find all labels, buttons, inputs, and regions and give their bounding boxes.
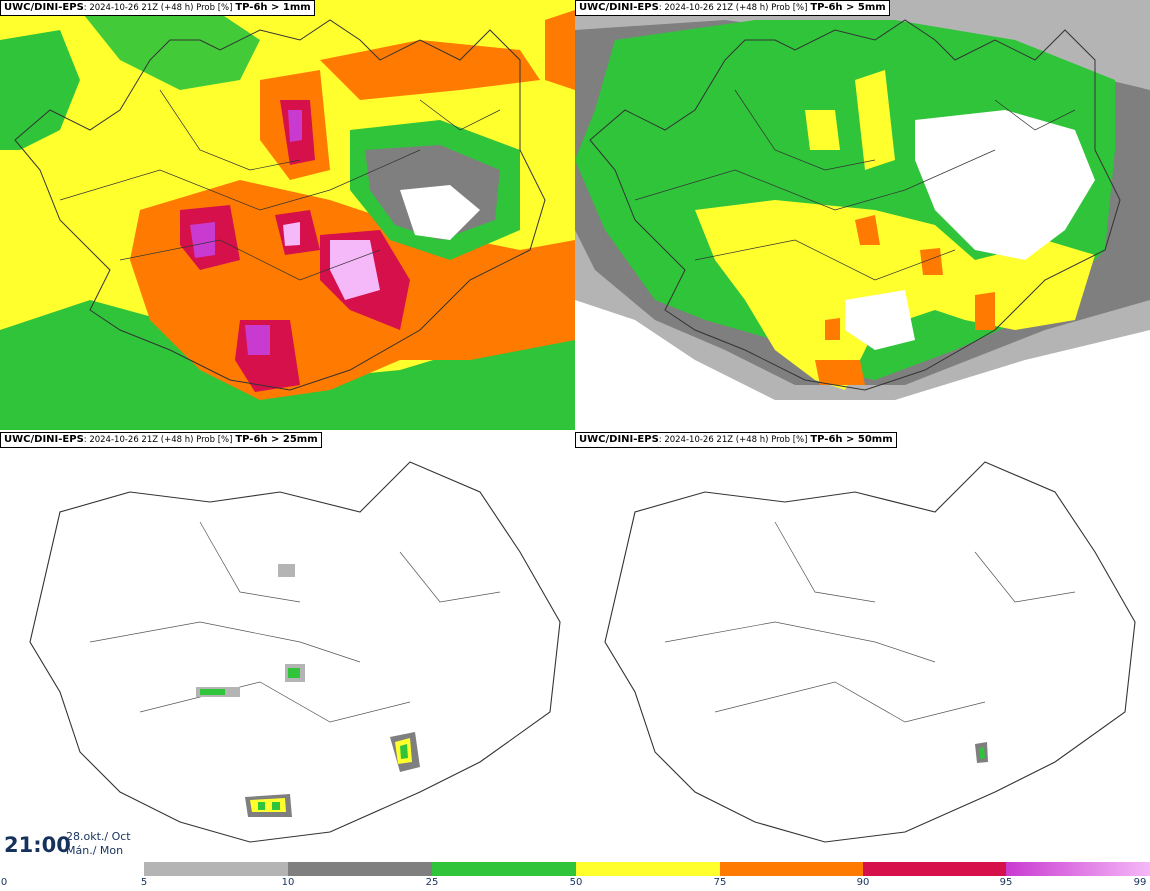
map-panel-1mm: UWC/DINI-EPS: 2024-10-26 21Z (+48 h) Pro… — [0, 0, 575, 430]
legend-tick-95: 95 — [999, 877, 1013, 888]
panel-meta: : 2024-10-26 21Z (+48 h) Prob [%] — [83, 3, 233, 13]
legend-tick-10: 10 — [281, 877, 295, 888]
legend-tick-75: 75 — [713, 877, 727, 888]
valid-time-hour: 21:00 — [4, 833, 71, 857]
map-panel-25mm: UWC/DINI-EPS: 2024-10-26 21Z (+48 h) Pro… — [0, 432, 575, 862]
probability-map-5mm — [575, 0, 1150, 430]
valid-time: 21:00 28.okt./ Oct Mán./ Mon — [0, 825, 140, 865]
panel-threshold: TP-6h > 1mm — [235, 2, 311, 13]
legend-tick-50: 50 — [569, 877, 583, 888]
panel-source: UWC/DINI-EPS — [579, 2, 659, 13]
legend-tick-99: 99 — [1133, 877, 1147, 888]
probability-map-50mm — [575, 432, 1150, 862]
legend-bin-95-99 — [1006, 862, 1150, 876]
probability-legend: 0 5 10 25 50 75 90 95 99 — [0, 862, 1150, 891]
panel-source: UWC/DINI-EPS — [4, 2, 84, 13]
panel-threshold: TP-6h > 50mm — [810, 434, 893, 445]
legend-bin-5-10 — [144, 862, 288, 876]
valid-date-line-2: Mán./ Mon — [66, 844, 124, 857]
legend-bin-90-95 — [863, 862, 1006, 876]
panel-threshold: TP-6h > 25mm — [235, 434, 318, 445]
map-panel-50mm: UWC/DINI-EPS: 2024-10-26 21Z (+48 h) Pro… — [575, 432, 1150, 862]
panel-source: UWC/DINI-EPS — [579, 434, 659, 445]
panel-title-25mm: UWC/DINI-EPS: 2024-10-26 21Z (+48 h) Pro… — [0, 432, 322, 448]
legend-bin-25-50 — [432, 862, 576, 876]
valid-date-line-1: 28.okt./ Oct — [66, 830, 131, 843]
probability-map-1mm — [0, 0, 575, 430]
probability-map-25mm — [0, 432, 575, 862]
legend-tick-0: 0 — [0, 877, 8, 888]
panel-meta: : 2024-10-26 21Z (+48 h) Prob [%] — [658, 435, 808, 445]
legend-bin-10-25 — [288, 862, 432, 876]
map-panel-5mm: UWC/DINI-EPS: 2024-10-26 21Z (+48 h) Pro… — [575, 0, 1150, 430]
panel-threshold: TP-6h > 5mm — [810, 2, 886, 13]
legend-tick-5: 5 — [140, 877, 148, 888]
valid-time-date: 28.okt./ Oct Mán./ Mon — [66, 830, 131, 858]
panel-title-1mm: UWC/DINI-EPS: 2024-10-26 21Z (+48 h) Pro… — [0, 0, 315, 16]
panel-meta: : 2024-10-26 21Z (+48 h) Prob [%] — [658, 3, 808, 13]
panel-title-5mm: UWC/DINI-EPS: 2024-10-26 21Z (+48 h) Pro… — [575, 0, 890, 16]
panel-title-50mm: UWC/DINI-EPS: 2024-10-26 21Z (+48 h) Pro… — [575, 432, 897, 448]
legend-tick-25: 25 — [425, 877, 439, 888]
legend-bin-75-90 — [720, 862, 863, 876]
panel-meta: : 2024-10-26 21Z (+48 h) Prob [%] — [83, 435, 233, 445]
legend-bin-50-75 — [576, 862, 720, 876]
legend-tick-90: 90 — [856, 877, 870, 888]
panel-source: UWC/DINI-EPS — [4, 434, 84, 445]
